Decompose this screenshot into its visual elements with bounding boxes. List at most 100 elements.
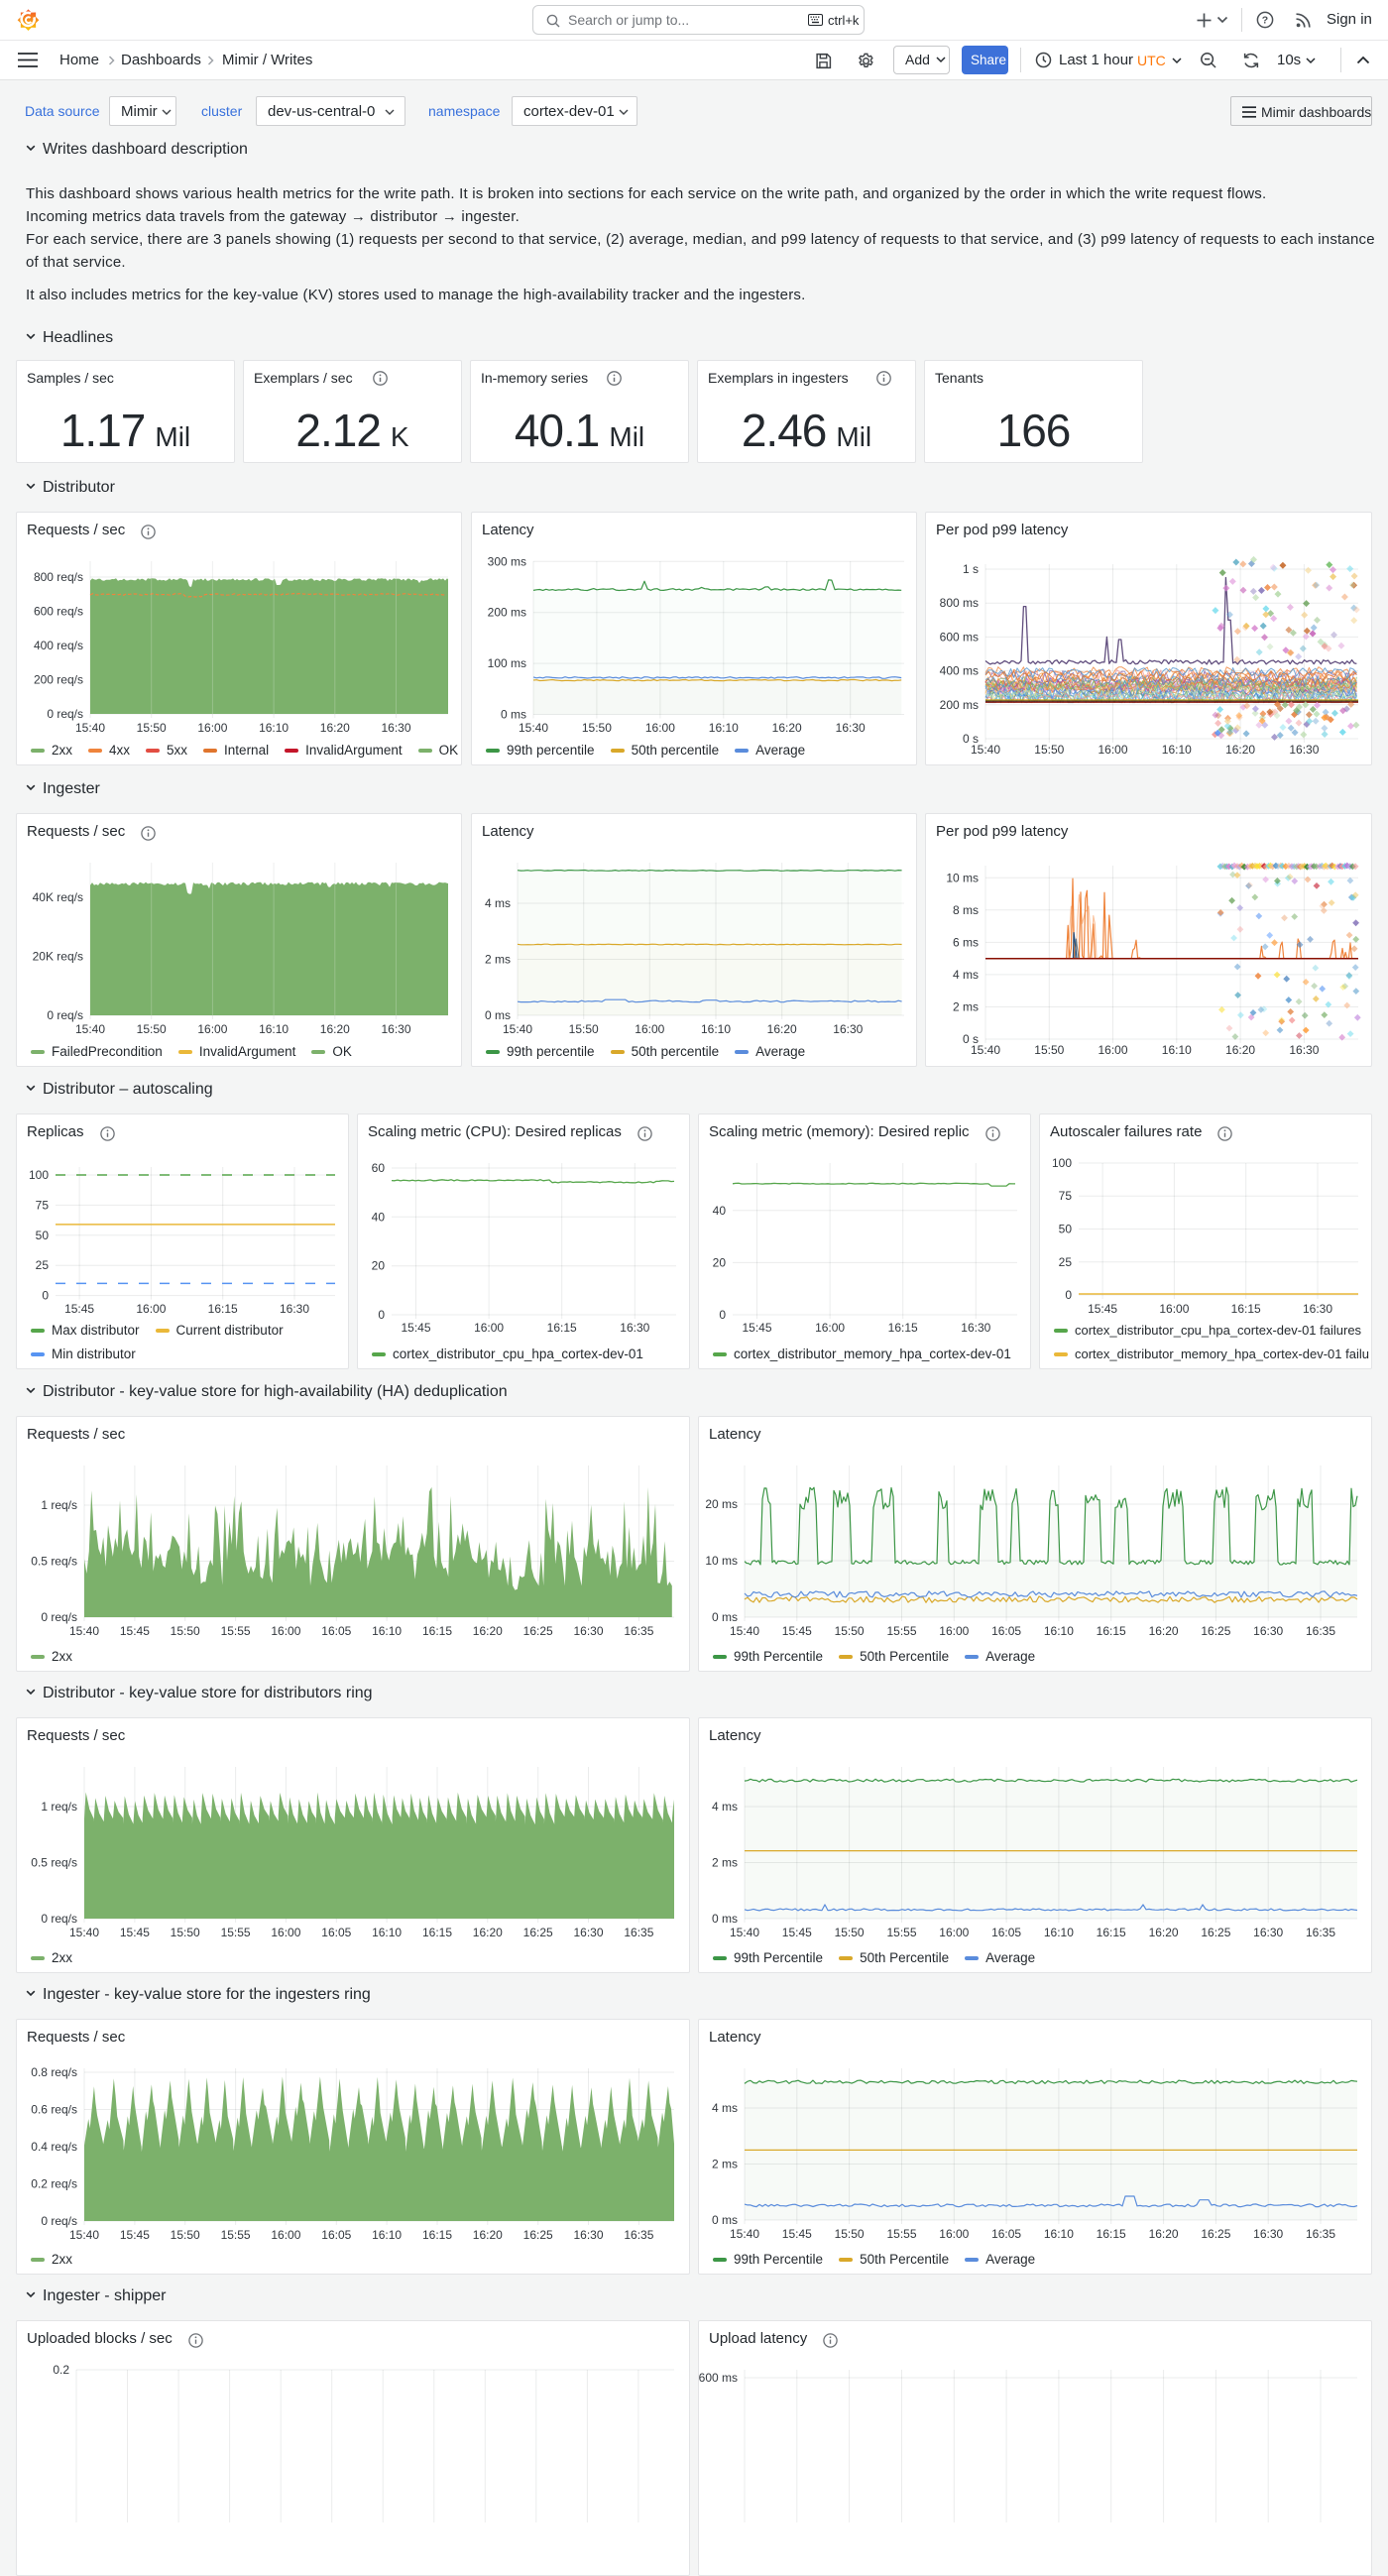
- svg-text:40: 40: [713, 1204, 727, 1218]
- svg-text:0.8 req/s: 0.8 req/s: [31, 2065, 77, 2079]
- svg-text:4 ms: 4 ms: [712, 1800, 738, 1814]
- svg-text:15:50: 15:50: [835, 1926, 865, 1939]
- svg-text:15:40: 15:40: [75, 721, 105, 735]
- svg-text:16:05: 16:05: [991, 2227, 1021, 2241]
- svg-text:16:00: 16:00: [136, 1302, 166, 1316]
- svg-text:16:20: 16:20: [1149, 2227, 1179, 2241]
- svg-text:16:25: 16:25: [1201, 1926, 1230, 1939]
- svg-text:2 ms: 2 ms: [485, 953, 511, 967]
- svg-text:20: 20: [372, 1259, 386, 1273]
- svg-text:15:40: 15:40: [69, 2228, 99, 2242]
- svg-text:400 req/s: 400 req/s: [34, 639, 83, 652]
- svg-text:16:35: 16:35: [1306, 1624, 1335, 1638]
- svg-text:800 ms: 800 ms: [940, 596, 979, 610]
- svg-text:1 s: 1 s: [963, 562, 979, 576]
- svg-text:15:40: 15:40: [69, 1624, 99, 1638]
- svg-text:16:10: 16:10: [1044, 1926, 1074, 1939]
- svg-text:16:20: 16:20: [1149, 1926, 1179, 1939]
- svg-text:15:55: 15:55: [221, 2228, 251, 2242]
- svg-text:16:20: 16:20: [1225, 743, 1255, 757]
- svg-text:16:30: 16:30: [573, 1624, 603, 1638]
- svg-text:15:50: 15:50: [137, 1022, 167, 1036]
- svg-text:16:00: 16:00: [474, 1321, 504, 1335]
- svg-text:16:20: 16:20: [473, 1624, 503, 1638]
- svg-text:16:00: 16:00: [197, 1022, 227, 1036]
- svg-text:1 req/s: 1 req/s: [41, 1800, 77, 1814]
- svg-text:16:20: 16:20: [1225, 1043, 1255, 1057]
- svg-text:15:40: 15:40: [730, 2227, 759, 2241]
- svg-text:50: 50: [36, 1229, 50, 1242]
- svg-text:2 ms: 2 ms: [953, 1000, 979, 1014]
- svg-text:16:15: 16:15: [1231, 1302, 1261, 1316]
- svg-text:0: 0: [1065, 1288, 1072, 1302]
- svg-text:15:40: 15:40: [69, 1926, 99, 1939]
- svg-text:0 s: 0 s: [963, 1032, 979, 1046]
- svg-text:0.6 req/s: 0.6 req/s: [31, 2103, 77, 2117]
- svg-text:16:30: 16:30: [381, 1022, 410, 1036]
- svg-text:0: 0: [42, 1289, 49, 1303]
- svg-text:15:55: 15:55: [886, 2227, 916, 2241]
- svg-text:0.5 req/s: 0.5 req/s: [31, 1856, 77, 1870]
- svg-text:16:00: 16:00: [1098, 743, 1127, 757]
- svg-text:16:05: 16:05: [321, 1926, 351, 1939]
- svg-text:16:15: 16:15: [422, 1624, 452, 1638]
- svg-text:16:10: 16:10: [372, 1926, 402, 1939]
- svg-text:15:45: 15:45: [1088, 1302, 1117, 1316]
- svg-text:10 ms: 10 ms: [946, 871, 979, 884]
- svg-text:16:30: 16:30: [1253, 2227, 1283, 2241]
- svg-text:0.4 req/s: 0.4 req/s: [31, 2140, 77, 2154]
- svg-text:600 req/s: 600 req/s: [34, 605, 83, 619]
- svg-text:16:30: 16:30: [1253, 1926, 1283, 1939]
- svg-text:16:20: 16:20: [320, 721, 350, 735]
- svg-text:15:50: 15:50: [582, 721, 612, 735]
- svg-text:16:00: 16:00: [939, 1926, 969, 1939]
- svg-text:16:10: 16:10: [1044, 2227, 1074, 2241]
- svg-text:16:30: 16:30: [961, 1321, 990, 1335]
- svg-text:16:10: 16:10: [259, 1022, 289, 1036]
- svg-text:2 ms: 2 ms: [712, 2158, 738, 2171]
- svg-text:16:20: 16:20: [767, 1022, 797, 1036]
- svg-text:8 ms: 8 ms: [953, 903, 979, 917]
- svg-text:15:45: 15:45: [782, 1624, 812, 1638]
- svg-text:15:45: 15:45: [742, 1321, 771, 1335]
- svg-text:0 req/s: 0 req/s: [47, 1008, 83, 1022]
- svg-text:16:10: 16:10: [1162, 743, 1192, 757]
- svg-text:200 ms: 200 ms: [488, 606, 526, 620]
- svg-text:15:45: 15:45: [120, 2228, 150, 2242]
- svg-text:2 ms: 2 ms: [712, 1856, 738, 1870]
- svg-text:0 req/s: 0 req/s: [41, 1610, 77, 1624]
- svg-text:16:10: 16:10: [372, 2228, 402, 2242]
- svg-text:15:40: 15:40: [730, 1926, 759, 1939]
- svg-text:15:55: 15:55: [886, 1926, 916, 1939]
- svg-text:16:15: 16:15: [547, 1321, 577, 1335]
- svg-text:15:50: 15:50: [569, 1022, 599, 1036]
- svg-text:4 ms: 4 ms: [485, 896, 511, 910]
- svg-text:16:15: 16:15: [1097, 1624, 1126, 1638]
- svg-text:16:15: 16:15: [422, 2228, 452, 2242]
- svg-text:15:50: 15:50: [171, 2228, 200, 2242]
- svg-text:16:20: 16:20: [320, 1022, 350, 1036]
- svg-text:16:25: 16:25: [523, 1926, 553, 1939]
- svg-text:4 ms: 4 ms: [712, 2101, 738, 2115]
- svg-text:16:00: 16:00: [271, 2228, 300, 2242]
- svg-text:0.5 req/s: 0.5 req/s: [31, 1555, 77, 1569]
- svg-text:16:30: 16:30: [836, 721, 866, 735]
- svg-text:0 s: 0 s: [963, 732, 979, 746]
- svg-text:16:10: 16:10: [701, 1022, 731, 1036]
- svg-text:16:00: 16:00: [939, 1624, 969, 1638]
- svg-text:50: 50: [1059, 1223, 1073, 1236]
- svg-text:15:45: 15:45: [120, 1624, 150, 1638]
- svg-text:16:25: 16:25: [1201, 1624, 1230, 1638]
- svg-text:16:35: 16:35: [624, 1926, 653, 1939]
- svg-text:16:35: 16:35: [624, 1624, 653, 1638]
- svg-text:16:15: 16:15: [422, 1926, 452, 1939]
- svg-text:100 ms: 100 ms: [488, 656, 526, 670]
- svg-text:100: 100: [29, 1168, 49, 1182]
- svg-text:15:50: 15:50: [171, 1926, 200, 1939]
- svg-text:15:40: 15:40: [971, 743, 1000, 757]
- svg-text:15:40: 15:40: [971, 1043, 1000, 1057]
- svg-text:16:35: 16:35: [1306, 2227, 1335, 2241]
- svg-text:15:45: 15:45: [120, 1926, 150, 1939]
- svg-text:16:10: 16:10: [709, 721, 739, 735]
- svg-text:10 ms: 10 ms: [705, 1554, 738, 1568]
